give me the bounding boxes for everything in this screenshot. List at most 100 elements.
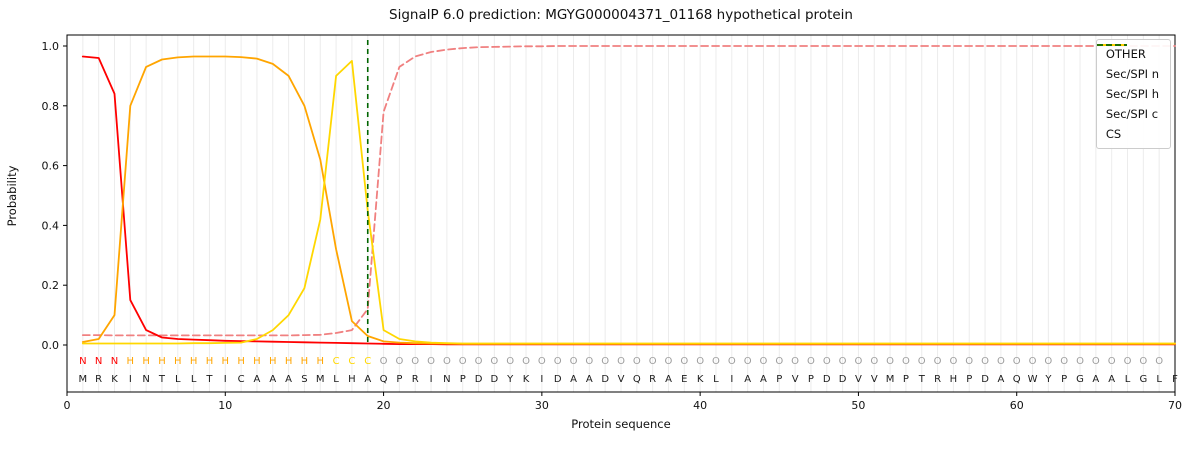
legend-label: OTHER bbox=[1105, 47, 1146, 61]
sequence-letter: I bbox=[430, 374, 433, 385]
region-letter: O bbox=[997, 356, 1005, 367]
y-axis-label: Probability bbox=[5, 165, 19, 227]
region-letter: O bbox=[475, 356, 483, 367]
sequence-letter: I bbox=[730, 374, 733, 385]
sequence-letter: L bbox=[191, 374, 197, 385]
region-letter: H bbox=[142, 356, 150, 367]
sequence-letter: L bbox=[1125, 374, 1131, 385]
sequence-letter: N bbox=[142, 374, 149, 385]
region-letter: O bbox=[823, 356, 831, 367]
legend-item: Sec/SPI h bbox=[1096, 44, 1159, 101]
series-sec-spi-c bbox=[81, 60, 1176, 345]
sequence-letter: A bbox=[285, 374, 292, 385]
sequence-letter: D bbox=[475, 374, 483, 385]
sequence-letter: P bbox=[776, 374, 782, 385]
sequence-letter: V bbox=[855, 374, 862, 385]
region-letter: N bbox=[79, 356, 86, 367]
region-letter: N bbox=[111, 356, 118, 367]
region-letter: O bbox=[395, 356, 403, 367]
sequence-letter: T bbox=[158, 374, 166, 385]
region-letter: H bbox=[190, 356, 198, 367]
region-letter: O bbox=[506, 356, 514, 367]
sequence-letter: A bbox=[665, 374, 672, 385]
region-letter: O bbox=[1108, 356, 1116, 367]
region-letter: O bbox=[380, 356, 388, 367]
y-tick-label: 0.0 bbox=[42, 339, 60, 352]
legend-item: CS bbox=[1096, 44, 1159, 141]
region-letter: H bbox=[127, 356, 135, 367]
sequence-letter: C bbox=[238, 374, 245, 385]
region-letter: O bbox=[696, 356, 704, 367]
region-letter: H bbox=[253, 356, 261, 367]
sequence-letter: N bbox=[443, 374, 450, 385]
sequence-letter: V bbox=[871, 374, 878, 385]
sequence-letter: R bbox=[412, 374, 419, 385]
region-letter: O bbox=[601, 356, 609, 367]
region-letter: C bbox=[348, 356, 355, 367]
region-letter: O bbox=[712, 356, 720, 367]
region-letter: O bbox=[490, 356, 498, 367]
region-letter: O bbox=[411, 356, 419, 367]
region-letter: O bbox=[1013, 356, 1021, 367]
legend-label: Sec/SPI h bbox=[1105, 87, 1159, 101]
region-letter: O bbox=[760, 356, 768, 367]
x-tick-label: 30 bbox=[535, 399, 549, 412]
sequence-letter: P bbox=[966, 374, 972, 385]
region-letter: O bbox=[934, 356, 942, 367]
region-letter: O bbox=[1139, 356, 1147, 367]
region-letter: O bbox=[1029, 356, 1037, 367]
region-letter: O bbox=[854, 356, 862, 367]
region-letter: O bbox=[680, 356, 688, 367]
region-letter: O bbox=[807, 356, 815, 367]
sequence-letter: L bbox=[333, 374, 339, 385]
series-sec-spi-h bbox=[81, 55, 1176, 345]
sequence-letter: D bbox=[491, 374, 499, 385]
region-letter: H bbox=[237, 356, 245, 367]
sequence-letter: A bbox=[570, 374, 577, 385]
legend-label: Sec/SPI n bbox=[1105, 67, 1159, 81]
region-letter: O bbox=[1044, 356, 1052, 367]
sequence-letter: M bbox=[886, 374, 895, 385]
sequence-letter: E bbox=[681, 374, 687, 385]
region-letter: H bbox=[285, 356, 293, 367]
region-letter: O bbox=[870, 356, 878, 367]
sequence-letter: Q bbox=[1013, 374, 1021, 385]
region-letter: O bbox=[744, 356, 752, 367]
sequence-letter: I bbox=[540, 374, 543, 385]
sequence-letter: T bbox=[918, 374, 926, 385]
region-letter: C bbox=[364, 356, 371, 367]
region-letter: O bbox=[965, 356, 973, 367]
legend-label: Sec/SPI c bbox=[1105, 107, 1159, 121]
sequence-letter: G bbox=[1076, 374, 1084, 385]
sequence-letter: D bbox=[554, 374, 562, 385]
region-letter: H bbox=[269, 356, 277, 367]
sequence-letter: L bbox=[713, 374, 719, 385]
sequence-letter: W bbox=[1028, 374, 1038, 385]
sequence-letter: A bbox=[1092, 374, 1099, 385]
axes-box bbox=[66, 34, 1176, 393]
sequence-letter: R bbox=[649, 374, 656, 385]
sequence-letter: K bbox=[697, 374, 704, 385]
sequence-letter: A bbox=[760, 374, 767, 385]
x-tick-label: 10 bbox=[218, 399, 232, 412]
y-tick-label: 0.8 bbox=[42, 100, 60, 113]
region-letter: O bbox=[1060, 356, 1068, 367]
y-tick-label: 0.2 bbox=[42, 279, 60, 292]
sequence-letter: H bbox=[348, 374, 356, 385]
sequence-letter: P bbox=[903, 374, 909, 385]
sequence-letter: A bbox=[364, 374, 371, 385]
sequence-letter: V bbox=[792, 374, 799, 385]
legend: OTHER Sec/SPI n Sec/SPI h Sec/SPI c CS bbox=[1095, 39, 1171, 149]
sequence-letter: M bbox=[79, 374, 88, 385]
x-tick-label: 60 bbox=[1010, 399, 1024, 412]
region-letter: O bbox=[443, 356, 451, 367]
region-letter: O bbox=[1124, 356, 1132, 367]
region-letter: O bbox=[1092, 356, 1100, 367]
sequence-letter: L bbox=[1156, 374, 1162, 385]
sequence-letter: P bbox=[808, 374, 814, 385]
region-letter: O bbox=[649, 356, 657, 367]
x-axis-label: Protein sequence bbox=[571, 417, 671, 431]
sequence-letter: A bbox=[744, 374, 751, 385]
legend-line-sample bbox=[1096, 44, 1127, 46]
